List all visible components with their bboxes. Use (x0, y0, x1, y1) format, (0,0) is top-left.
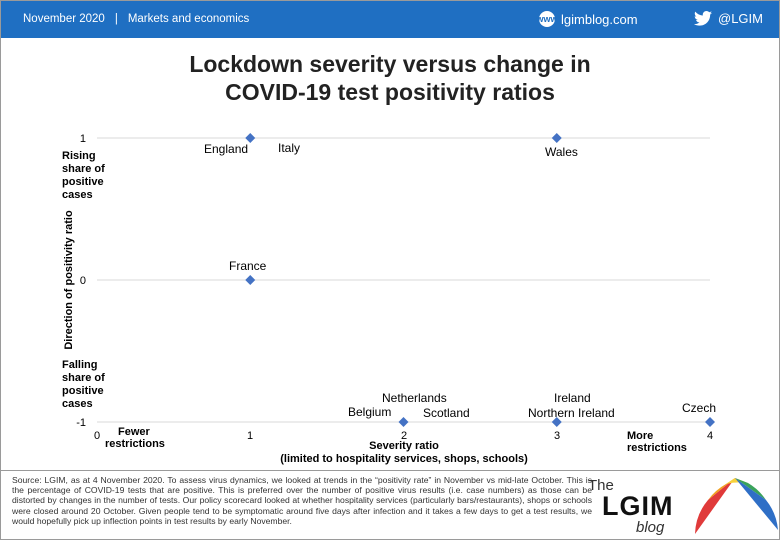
site-link[interactable]: www lgimblog.com (537, 11, 638, 27)
chart-title: Lockdown severity versus change in COVID… (0, 50, 780, 106)
rising-line-3: positive (62, 176, 104, 188)
y-tick-1: 1 (80, 133, 86, 145)
header-date: November 2020 (23, 13, 105, 25)
data-point-2 (245, 275, 256, 285)
twitter-link[interactable]: @LGIM (694, 11, 763, 26)
data-point-1 (551, 133, 562, 143)
site-label: lgimblog.com (561, 11, 638, 27)
label-italy: Italy (278, 141, 300, 155)
header-left: November 2020 | Markets and economics (23, 13, 249, 25)
lgim-blog-logo[interactable]: The LGIM blog (586, 477, 706, 539)
x-tick-0: 0 (94, 430, 100, 442)
more-line-1: More (627, 430, 653, 442)
fewer-restrictions-annotation: Fewer restrictions (105, 426, 165, 450)
label-scotland: Scotland (423, 406, 470, 420)
chart-title-line-2: COVID-19 test positivity ratios (225, 79, 555, 105)
point-labels: England Italy Wales France Netherlands B… (204, 141, 716, 420)
y-tick-minus-1: -1 (76, 417, 86, 429)
logo-main: LGIM (602, 491, 674, 521)
rising-line-4: cases (62, 189, 93, 201)
x-tick-1: 1 (247, 430, 253, 442)
label-czech: Czech (682, 401, 716, 415)
social-handle: @LGIM (718, 11, 763, 26)
falling-line-1: Falling (62, 359, 97, 371)
more-line-2: restrictions (627, 442, 687, 454)
footnote: Source: LGIM, as at 4 November 2020. To … (0, 470, 780, 540)
x-tick-4: 4 (707, 430, 713, 442)
falling-annotation: Falling share of positive cases (62, 359, 105, 410)
more-restrictions-annotation: More restrictions (627, 430, 687, 454)
x-tick-3: 3 (554, 430, 560, 442)
fewer-line-1: Fewer (118, 426, 151, 438)
logo-blog: blog (636, 519, 665, 536)
label-england: England (204, 142, 248, 156)
umbrella-icon (695, 478, 778, 534)
x-tick-labels: 0 1 2 3 4 (94, 430, 713, 442)
falling-line-3: positive (62, 385, 104, 397)
twitter-icon (694, 11, 712, 26)
header-bar: November 2020 | Markets and economics www … (1, 1, 779, 38)
rising-annotation: Rising share of positive cases (62, 150, 105, 201)
header-section[interactable]: Markets and economics (127, 13, 250, 25)
x-axis-label-line-2: (limited to hospitality services, shops,… (280, 453, 528, 465)
rising-line-2: share of (62, 163, 105, 175)
scatter-chart: 1 0 -1 0 1 2 3 4 Direction of positivity… (62, 133, 716, 465)
label-belgium: Belgium (348, 405, 391, 419)
globe-icon: www (537, 11, 558, 27)
header-separator: | (114, 13, 118, 25)
label-ireland: Ireland (554, 391, 591, 405)
footnote-text: Source: LGIM, as at 4 November 2020. To … (12, 475, 592, 526)
falling-line-4: cases (62, 398, 93, 410)
y-tick-0: 0 (80, 275, 86, 287)
data-point-4 (551, 417, 562, 427)
label-france: France (229, 259, 267, 273)
data-point-3 (398, 417, 409, 427)
label-northern-ireland: Northern Ireland (528, 406, 615, 420)
x-axis-label: Severity ratio (limited to hospitality s… (280, 440, 528, 465)
y-tick-labels: 1 0 -1 (76, 133, 86, 429)
logo-the: The (588, 477, 614, 494)
falling-line-2: share of (62, 372, 105, 384)
data-point-5 (705, 417, 715, 427)
y-axis-label: Direction of positivity ratio (63, 210, 75, 350)
label-netherlands: Netherlands (382, 391, 447, 405)
data-point-0 (245, 133, 256, 143)
x-axis-label-line-1: Severity ratio (369, 440, 439, 452)
rising-line-1: Rising (62, 150, 96, 162)
data-points (245, 133, 715, 427)
chart-title-line-1: Lockdown severity versus change in (189, 51, 591, 77)
label-wales: Wales (545, 145, 578, 159)
gridlines (97, 137, 710, 423)
fewer-line-2: restrictions (105, 438, 165, 450)
x-tick-2: 2 (401, 430, 407, 442)
